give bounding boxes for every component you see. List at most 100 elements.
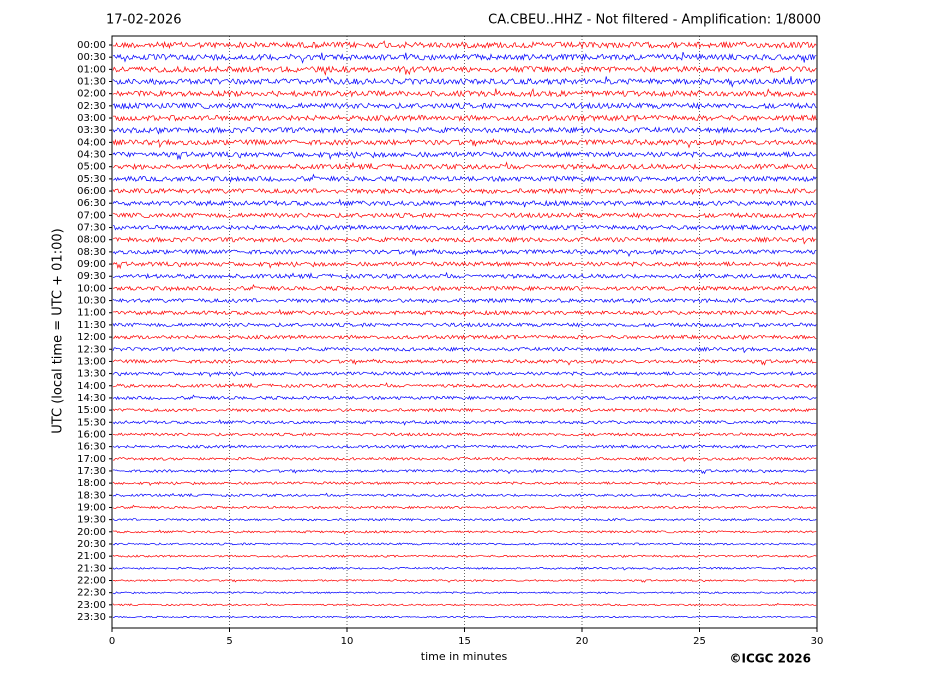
trace xyxy=(112,407,817,413)
x-tick-label: 0 xyxy=(109,636,115,647)
y-tick-label: 01:30 xyxy=(77,77,106,88)
y-axis-label: UTC (local time = UTC + 01:00) xyxy=(51,228,66,433)
y-tick-label: 01:00 xyxy=(77,64,106,75)
trace xyxy=(112,271,817,280)
x-tick-label: 30 xyxy=(811,636,824,647)
x-tick-label: 20 xyxy=(576,636,589,647)
y-tick-label: 18:00 xyxy=(77,478,106,489)
trace xyxy=(112,444,817,450)
y-tick-label: 02:00 xyxy=(77,89,106,100)
trace xyxy=(112,138,817,149)
y-tick-label: 15:30 xyxy=(77,417,106,428)
y-tick-label: 09:30 xyxy=(77,271,106,282)
y-tick-label: 21:30 xyxy=(77,563,106,574)
trace xyxy=(112,615,817,619)
trace xyxy=(113,456,817,462)
trace xyxy=(112,236,817,245)
trace xyxy=(112,346,817,354)
trace xyxy=(112,554,817,559)
trace xyxy=(112,394,817,401)
y-tick-label: 13:00 xyxy=(77,356,106,367)
x-axis-label: time in minutes xyxy=(421,650,508,663)
y-tick-label: 17:00 xyxy=(77,454,106,465)
trace xyxy=(112,65,817,76)
trace xyxy=(112,602,817,607)
trace xyxy=(112,504,817,510)
y-tick-label: 13:30 xyxy=(77,369,106,380)
y-tick-label: 15:00 xyxy=(77,405,106,416)
y-tick-label: 12:00 xyxy=(77,332,106,343)
trace xyxy=(112,529,817,535)
y-tick-label: 16:30 xyxy=(77,442,106,453)
y-tick-label: 23:30 xyxy=(77,612,106,623)
y-tick-label: 20:30 xyxy=(77,539,106,550)
y-tick-label: 19:00 xyxy=(77,502,106,513)
y-tick-label: 11:30 xyxy=(77,320,106,331)
y-tick-label: 22:30 xyxy=(77,588,106,599)
trace xyxy=(112,591,817,595)
x-tick-label: 10 xyxy=(341,636,354,647)
trace xyxy=(112,419,817,426)
y-tick-label: 00:00 xyxy=(77,40,106,51)
date: 17-02-2026 xyxy=(106,13,182,28)
trace xyxy=(112,382,817,389)
trace xyxy=(112,198,817,208)
y-tick-label: 06:30 xyxy=(77,198,106,209)
plot-frame xyxy=(111,35,818,629)
trace xyxy=(112,40,817,50)
copyright: ©ICGC 2026 xyxy=(729,652,811,666)
trace xyxy=(112,518,817,522)
y-tick-label: 07:30 xyxy=(77,223,106,234)
y-tick-label: 08:30 xyxy=(77,247,106,258)
trace xyxy=(112,187,817,196)
trace xyxy=(112,334,817,341)
trace xyxy=(112,322,817,328)
y-tick-label: 17:30 xyxy=(77,466,106,477)
trace xyxy=(112,248,817,258)
trace xyxy=(112,150,817,161)
x-tick-label: 15 xyxy=(458,636,471,647)
trace xyxy=(112,492,817,498)
y-tick-label: 07:00 xyxy=(77,210,106,221)
x-tick-label: 25 xyxy=(693,636,706,647)
y-tick-label: 03:00 xyxy=(77,113,106,124)
trace xyxy=(112,76,817,88)
y-tick-label: 05:00 xyxy=(77,162,106,173)
chart-title: CA.CBEU..HHZ - Not filtered - Amplificat… xyxy=(488,13,821,28)
y-tick-label: 08:00 xyxy=(77,235,106,246)
y-tick-label: 03:30 xyxy=(77,125,106,136)
trace xyxy=(112,260,817,270)
trace xyxy=(112,370,817,378)
trace xyxy=(112,126,817,135)
y-tick-label: 11:00 xyxy=(77,308,106,319)
trace xyxy=(112,542,817,546)
y-tick-label: 10:30 xyxy=(77,296,106,307)
y-tick-label: 04:00 xyxy=(77,137,106,148)
trace xyxy=(112,308,817,318)
trace xyxy=(112,468,817,475)
y-tick-label: 06:00 xyxy=(77,186,106,197)
y-tick-label: 12:30 xyxy=(77,344,106,355)
x-tick-label: 5 xyxy=(226,636,232,647)
trace xyxy=(112,432,817,437)
y-tick-label: 05:30 xyxy=(77,174,106,185)
trace xyxy=(112,87,817,98)
y-tick-label: 09:00 xyxy=(77,259,106,270)
y-tick-label: 22:00 xyxy=(77,575,106,586)
trace xyxy=(112,173,817,184)
y-tick-label: 21:00 xyxy=(77,551,106,562)
y-tick-label: 14:30 xyxy=(77,393,106,404)
y-tick-label: 04:30 xyxy=(77,150,106,161)
y-tick-label: 14:00 xyxy=(77,381,106,392)
trace xyxy=(112,102,817,110)
y-tick-label: 00:30 xyxy=(77,52,106,63)
y-tick-label: 23:00 xyxy=(77,600,106,611)
trace xyxy=(112,212,817,219)
trace xyxy=(112,566,817,571)
trace xyxy=(112,114,817,122)
y-tick-label: 19:30 xyxy=(77,515,106,526)
y-tick-label: 20:00 xyxy=(77,527,106,538)
trace xyxy=(113,578,817,583)
y-tick-label: 16:00 xyxy=(77,429,106,440)
